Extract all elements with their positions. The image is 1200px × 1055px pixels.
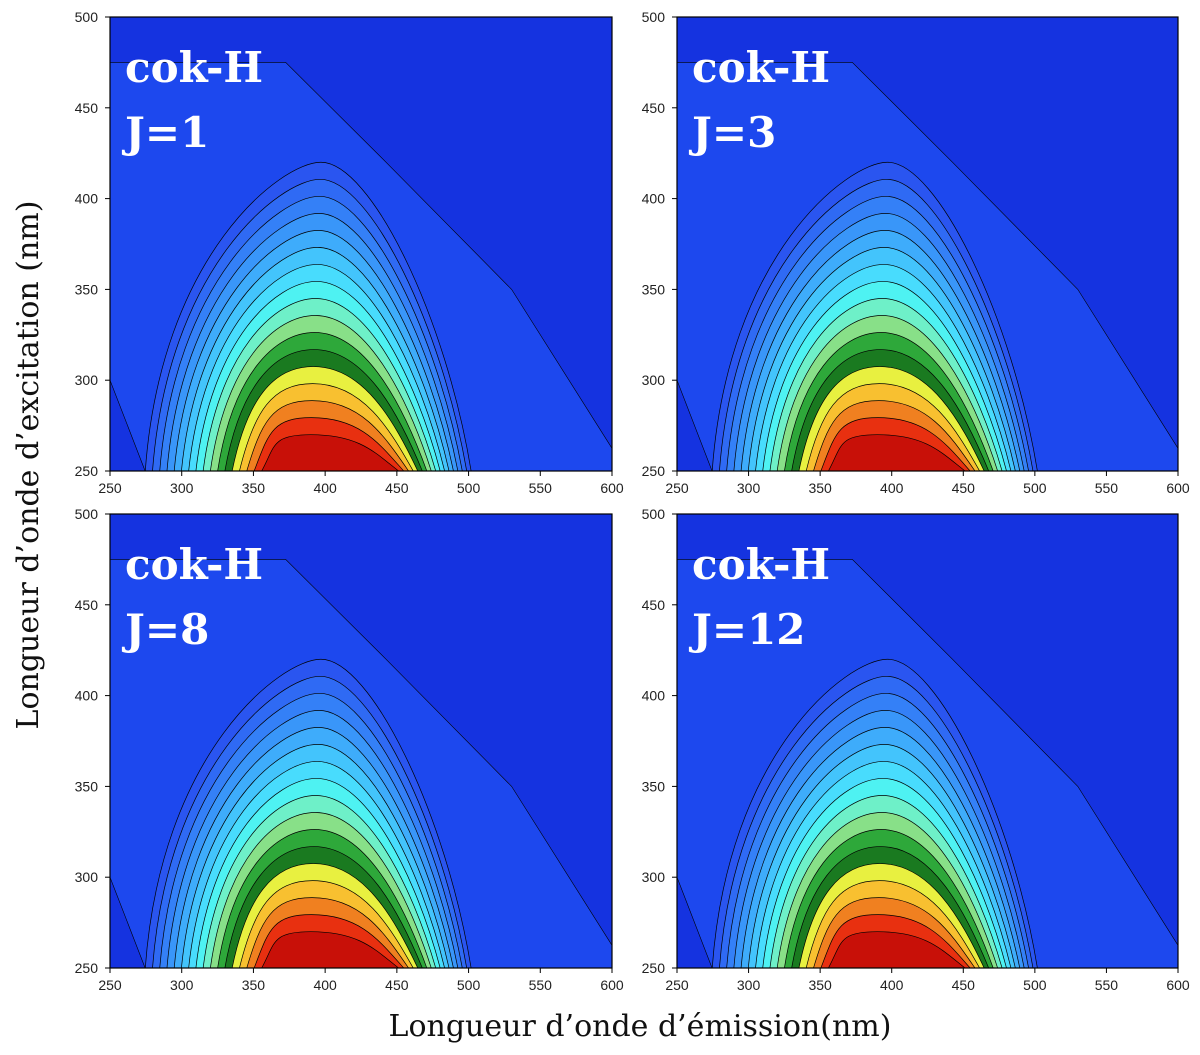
y-tick-label: 400	[642, 191, 666, 207]
panel-title: cok-H	[692, 540, 830, 589]
y-tick-label: 450	[642, 100, 666, 116]
plot-frame	[109, 513, 613, 969]
panel-subtitle: J=3	[688, 108, 776, 157]
y-tick-label: 350	[642, 281, 666, 297]
y-tick-label: 500	[642, 9, 666, 25]
plot-frame	[676, 513, 1179, 969]
x-tick-label: 500	[457, 977, 481, 993]
y-tick-label: 350	[75, 778, 99, 794]
y-tick-label: 300	[75, 372, 99, 388]
y-tick-label: 400	[75, 191, 99, 207]
x-tick-label: 250	[98, 480, 122, 496]
y-tick-label: 350	[642, 778, 666, 794]
x-tick-label: 450	[385, 480, 409, 496]
x-tick-label: 500	[1023, 977, 1047, 993]
y-tick-label: 300	[75, 869, 99, 885]
y-tick-label: 450	[642, 597, 666, 613]
x-tick-label: 550	[529, 480, 553, 496]
x-tick-label: 600	[600, 977, 624, 993]
plot-area	[110, 514, 612, 968]
x-tick-label: 600	[1166, 977, 1190, 993]
x-tick-label: 300	[737, 480, 761, 496]
contour-level	[827, 434, 966, 471]
x-tick-label: 400	[313, 480, 337, 496]
x-tick-label: 350	[242, 977, 266, 993]
x-tick-label: 550	[529, 977, 553, 993]
x-tick-label: 500	[1023, 480, 1047, 496]
panel-title: cok-H	[692, 43, 830, 92]
x-tick-label: 300	[170, 977, 194, 993]
x-tick-label: 250	[665, 480, 689, 496]
y-tick-label: 500	[642, 506, 666, 522]
x-tick-label: 300	[737, 977, 761, 993]
plot-frame	[109, 16, 613, 472]
x-tick-label: 550	[1095, 480, 1119, 496]
y-tick-label: 300	[642, 869, 666, 885]
y-tick-label: 300	[642, 372, 666, 388]
panel-subtitle: J=8	[121, 605, 209, 654]
y-tick-label: 500	[75, 9, 99, 25]
panel-title: cok-H	[125, 540, 263, 589]
x-tick-label: 450	[952, 977, 976, 993]
y-tick-label: 250	[75, 960, 99, 976]
x-tick-label: 500	[457, 480, 481, 496]
y-tick-label: 250	[642, 960, 666, 976]
x-tick-label: 400	[880, 977, 904, 993]
x-tick-label: 450	[952, 480, 976, 496]
plot-area	[110, 17, 612, 471]
y-tick-label: 400	[642, 688, 666, 704]
panel-subtitle: J=12	[688, 605, 806, 654]
contour-level	[827, 931, 966, 968]
x-tick-label: 350	[808, 977, 832, 993]
contour-level	[261, 434, 400, 471]
x-tick-label: 450	[385, 977, 409, 993]
x-tick-label: 250	[98, 977, 122, 993]
x-tick-label: 550	[1095, 977, 1119, 993]
plot-area	[677, 17, 1178, 471]
x-tick-label: 350	[808, 480, 832, 496]
x-tick-label: 600	[600, 480, 624, 496]
x-tick-label: 400	[880, 480, 904, 496]
y-tick-label: 350	[75, 281, 99, 297]
plot-frame	[676, 16, 1179, 472]
x-tick-label: 250	[665, 977, 689, 993]
plot-area	[677, 514, 1178, 968]
y-tick-label: 400	[75, 688, 99, 704]
y-axis-label: Longueur d’onde d’excitation (nm)	[11, 201, 46, 730]
y-tick-label: 450	[75, 100, 99, 116]
x-axis-label: Longueur d’onde d’émission(nm)	[389, 1009, 892, 1044]
x-tick-label: 400	[313, 977, 337, 993]
y-tick-label: 250	[642, 463, 666, 479]
x-tick-label: 300	[170, 480, 194, 496]
y-tick-label: 450	[75, 597, 99, 613]
x-tick-label: 600	[1166, 480, 1190, 496]
y-tick-label: 500	[75, 506, 99, 522]
panel-subtitle: J=1	[121, 108, 209, 157]
contour-level	[261, 931, 400, 968]
x-tick-label: 350	[242, 480, 266, 496]
y-tick-label: 250	[75, 463, 99, 479]
panel-title: cok-H	[125, 43, 263, 92]
